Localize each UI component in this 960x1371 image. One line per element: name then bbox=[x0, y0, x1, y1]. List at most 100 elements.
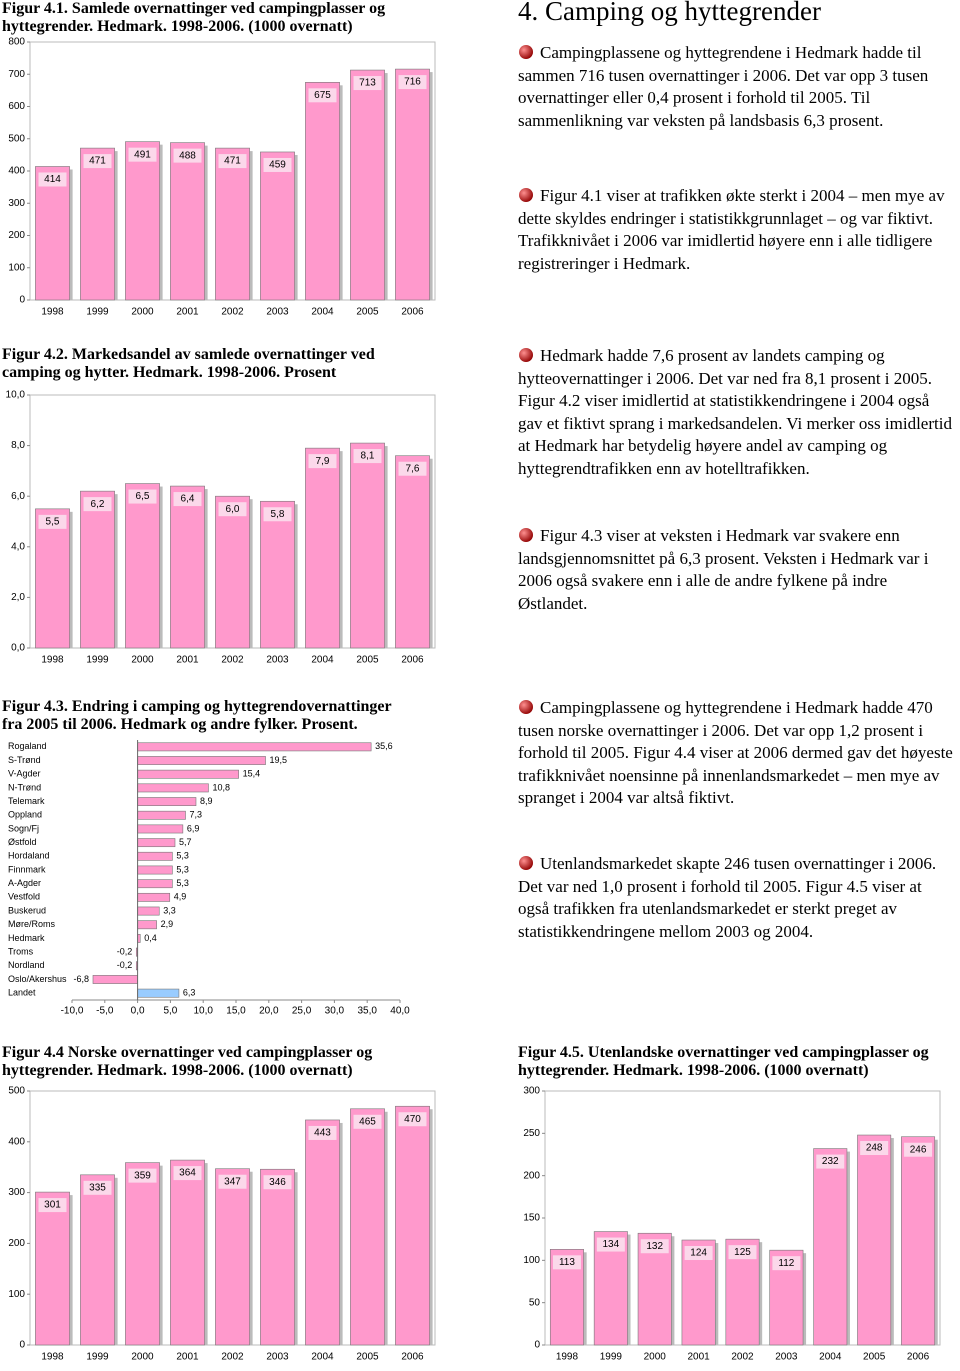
category-label: Rogaland bbox=[8, 741, 47, 751]
y-tick-label: 700 bbox=[8, 69, 25, 80]
x-tick-label: 0,0 bbox=[131, 1006, 145, 1017]
value-label: 6,5 bbox=[136, 491, 150, 502]
bar bbox=[137, 810, 186, 820]
y-tick-label: 4,0 bbox=[11, 541, 25, 552]
value-label: 134 bbox=[602, 1239, 619, 1250]
y-tick-label: 200 bbox=[8, 1238, 25, 1249]
bar bbox=[260, 151, 295, 301]
value-label: 6,3 bbox=[183, 988, 196, 998]
bar bbox=[137, 920, 157, 930]
value-label: 5,8 bbox=[271, 509, 285, 520]
bar bbox=[125, 1162, 160, 1346]
value-label: 10,8 bbox=[212, 782, 230, 792]
bar bbox=[350, 1108, 385, 1346]
value-label-box bbox=[263, 157, 292, 172]
value-label-box bbox=[38, 514, 67, 529]
bar bbox=[350, 69, 385, 301]
value-label: 471 bbox=[224, 156, 241, 167]
bullet bbox=[519, 856, 533, 870]
chart-title: Figur 4.5. Utenlandske overnattinger ved… bbox=[518, 1044, 929, 1079]
bar bbox=[901, 1136, 936, 1346]
value-label-box bbox=[308, 454, 337, 469]
bar bbox=[395, 68, 430, 301]
value-label: 465 bbox=[359, 1116, 376, 1127]
bar bbox=[350, 442, 385, 649]
y-tick-label: 100 bbox=[8, 262, 25, 273]
bar bbox=[857, 1134, 892, 1346]
value-label: 301 bbox=[44, 1200, 61, 1211]
value-label: 347 bbox=[224, 1176, 241, 1187]
value-label: 4,9 bbox=[174, 892, 187, 902]
value-label-box bbox=[218, 154, 247, 169]
category-label: Oslo/Akershus bbox=[8, 974, 67, 984]
bullet bbox=[519, 700, 533, 714]
x-tick-label: -10,0 bbox=[61, 1006, 84, 1017]
x-tick-label: 40,0 bbox=[390, 1006, 410, 1017]
bar bbox=[170, 142, 205, 301]
y-tick-label: 200 bbox=[8, 230, 25, 241]
value-label: 675 bbox=[314, 90, 331, 101]
x-tick-label: 20,0 bbox=[259, 1006, 279, 1017]
value-label: 6,9 bbox=[187, 823, 200, 833]
bar bbox=[305, 82, 340, 301]
paragraph-text: Figur 4.3 viser at veksten i Hedmark var… bbox=[518, 526, 929, 613]
chart-title: Figur 4.1. Samlede overnattinger ved cam… bbox=[2, 0, 386, 35]
x-tick-label: 2005 bbox=[356, 655, 379, 666]
paragraph-text: Utenlandsmarkedet skapte 246 tusen overn… bbox=[518, 854, 937, 941]
category-label: Sogn/Fj bbox=[8, 823, 39, 833]
bar bbox=[80, 147, 115, 301]
value-label: 7,6 bbox=[406, 463, 420, 474]
y-tick-label: 2,0 bbox=[11, 592, 25, 603]
value-label: 15,4 bbox=[243, 769, 261, 779]
bar bbox=[260, 500, 295, 649]
bar bbox=[35, 1191, 70, 1346]
bullet bbox=[519, 348, 533, 362]
y-tick-label: 6,0 bbox=[11, 491, 25, 502]
value-label: 5,3 bbox=[176, 864, 189, 874]
bullet bbox=[519, 45, 533, 59]
bar bbox=[395, 1105, 430, 1346]
value-label: 471 bbox=[89, 156, 106, 167]
x-tick-label: 2004 bbox=[311, 307, 334, 318]
bar bbox=[395, 455, 430, 649]
x-tick-label: 2003 bbox=[266, 1352, 289, 1363]
category-label: Møre/Roms bbox=[8, 919, 55, 929]
x-tick-label: 2006 bbox=[401, 655, 424, 666]
category-label: Finnmark bbox=[8, 864, 46, 874]
paragraph: Campingplassene og hyttegrendene i Hedma… bbox=[518, 42, 956, 132]
x-tick-label: 15,0 bbox=[226, 1006, 246, 1017]
value-label-box bbox=[398, 1112, 427, 1127]
y-tick-label: 300 bbox=[8, 198, 25, 209]
chart-title: Figur 4.3. Endring i camping og hyttegre… bbox=[2, 698, 392, 733]
value-label: 113 bbox=[559, 1257, 575, 1268]
x-tick-label: 2002 bbox=[731, 1352, 754, 1363]
value-label: 5,7 bbox=[179, 837, 192, 847]
y-tick-label: 100 bbox=[523, 1255, 540, 1266]
value-label: 8,1 bbox=[361, 451, 375, 462]
bar bbox=[137, 838, 176, 848]
paragraph-text: Hedmark hadde 7,6 prosent av landets cam… bbox=[518, 346, 952, 478]
value-label-box bbox=[83, 497, 112, 512]
value-label-box bbox=[772, 1256, 801, 1271]
bar bbox=[170, 485, 205, 649]
bullet bbox=[519, 528, 533, 542]
bar bbox=[137, 988, 180, 998]
value-label: 364 bbox=[179, 1168, 196, 1179]
bar bbox=[137, 824, 184, 834]
x-tick-label: 2000 bbox=[131, 1352, 154, 1363]
value-label: 112 bbox=[778, 1258, 794, 1269]
category-label: Oppland bbox=[8, 810, 42, 820]
bar bbox=[215, 495, 250, 649]
value-label-box bbox=[128, 147, 157, 162]
value-label-box bbox=[684, 1246, 713, 1261]
value-label: 232 bbox=[822, 1156, 839, 1167]
bar bbox=[137, 906, 160, 916]
x-tick-label: 1998 bbox=[41, 307, 64, 318]
value-label-box bbox=[860, 1141, 889, 1156]
value-label: 346 bbox=[269, 1177, 286, 1188]
value-label: 716 bbox=[404, 77, 421, 88]
x-tick-label: 2000 bbox=[644, 1352, 667, 1363]
category-label: Buskerud bbox=[8, 905, 46, 915]
x-tick-label: 2005 bbox=[863, 1352, 886, 1363]
